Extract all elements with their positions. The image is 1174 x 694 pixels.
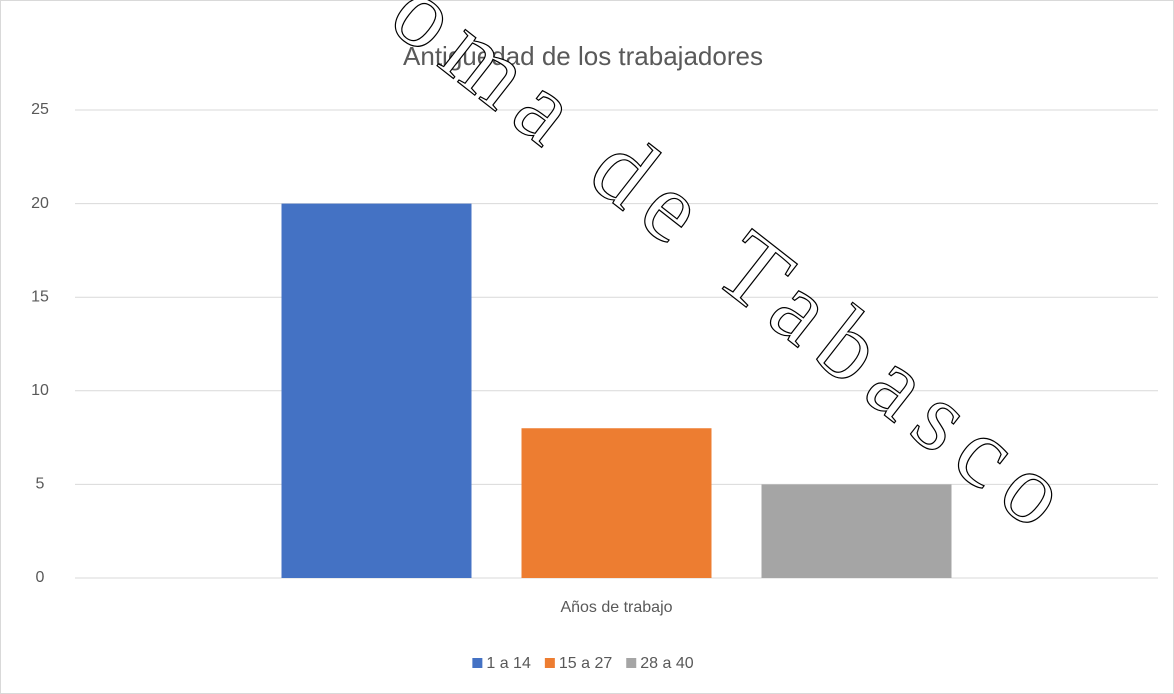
y-tick-label: 15 (31, 288, 49, 305)
chart-title: Antiguedad de los trabajadores (403, 41, 763, 71)
y-tick-label: 0 (36, 569, 45, 586)
bar (521, 428, 712, 578)
legend: 1 a 14 15 a 27 28 a 40 (472, 655, 694, 672)
y-tick-label: 25 (31, 101, 49, 118)
legend-swatch (472, 658, 483, 668)
legend-swatch (544, 658, 555, 668)
bar (281, 203, 472, 578)
y-tick-label: 20 (31, 195, 49, 212)
bar (761, 484, 952, 578)
y-tick-label: 10 (31, 382, 49, 399)
legend-label: 1 a 14 (486, 655, 531, 672)
legend-swatch (626, 658, 637, 668)
legend-label: 15 a 27 (559, 655, 612, 672)
legend-label: 28 a 40 (640, 655, 693, 672)
x-tick-label: Años de trabajo (560, 599, 672, 616)
y-tick-label: 5 (36, 476, 45, 493)
